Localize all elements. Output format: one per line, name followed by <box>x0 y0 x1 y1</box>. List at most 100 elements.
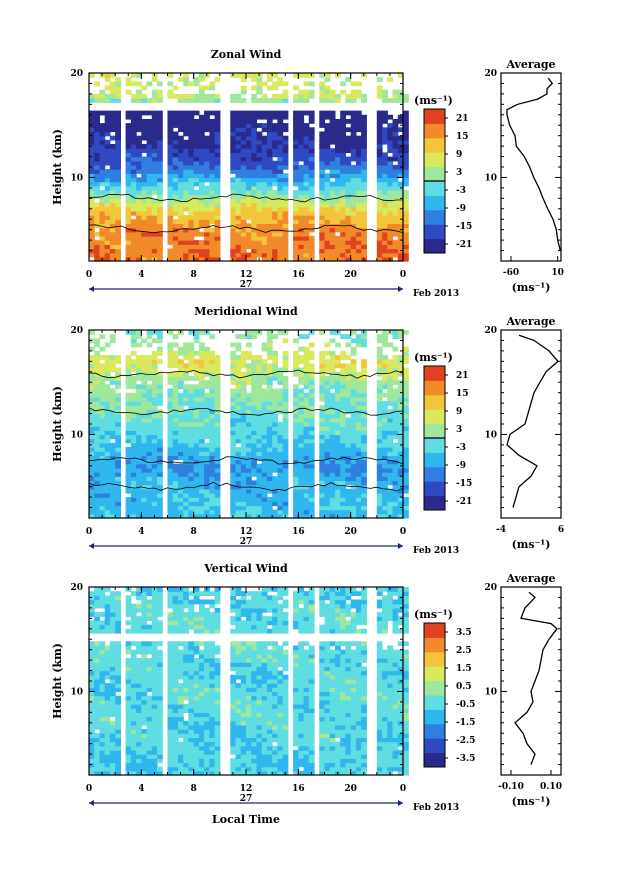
heatmap-cell <box>235 252 242 258</box>
heatmap-cell <box>397 156 404 162</box>
heatmap-cell <box>146 674 153 680</box>
heatmap-cell <box>387 384 394 390</box>
heatmap-cell <box>298 173 305 179</box>
heatmap-cell <box>293 459 299 465</box>
heatmap-cell <box>115 240 121 245</box>
heatmap-cell <box>130 98 137 103</box>
colorbar-tick-label: 15 <box>456 389 469 399</box>
heatmap-cell <box>115 85 121 91</box>
heatmap-cell <box>319 219 326 224</box>
heatmap-cell <box>198 148 205 153</box>
heatmap-cell <box>324 392 331 398</box>
heatmap-cell <box>251 501 257 507</box>
heatmap-cell <box>204 152 210 158</box>
heatmap-cell <box>303 73 310 78</box>
heatmap-cell <box>335 98 341 103</box>
heatmap-cell <box>256 244 263 250</box>
heatmap-cell <box>272 363 278 369</box>
heatmap-cell <box>109 737 116 743</box>
heatmap-cell <box>214 463 221 469</box>
heatmap-cell <box>397 497 404 502</box>
heatmap-cell <box>382 434 388 440</box>
heatmap-cell <box>209 93 216 99</box>
heatmap-cell <box>115 359 121 364</box>
heatmap-cell <box>235 202 242 208</box>
heatmap-cell <box>193 467 200 473</box>
heatmap-cell <box>94 152 100 158</box>
heatmap-cell <box>246 169 252 174</box>
heatmap-cell <box>99 215 106 220</box>
heatmap-cell <box>167 164 174 170</box>
heatmap-cell <box>340 438 346 444</box>
heatmap-cell <box>89 607 95 613</box>
heatmap-cell <box>303 480 310 486</box>
heatmap-cell <box>204 206 210 212</box>
heatmap-cell <box>382 202 388 208</box>
heatmap-cell <box>209 334 216 339</box>
heatmap-cell <box>125 438 132 444</box>
heatmap-cell <box>303 231 310 237</box>
heatmap-cell <box>355 371 362 377</box>
heatmap-cell <box>157 388 163 394</box>
heatmap-cell <box>130 194 137 199</box>
heatmap-cell <box>345 173 352 179</box>
heatmap-cell <box>261 371 268 377</box>
heatmap-cell <box>376 181 383 187</box>
heatmap-cell <box>293 367 299 373</box>
heatmap-cell <box>261 181 268 187</box>
heatmap-cell <box>282 89 289 95</box>
heatmap-cell <box>151 131 158 137</box>
heatmap-cell <box>204 227 210 233</box>
heatmap-cell <box>308 164 315 170</box>
heatmap-cell <box>350 501 357 507</box>
colorbar-band <box>424 209 445 225</box>
heatmap-cell <box>319 426 326 431</box>
heatmap-cell <box>361 156 367 162</box>
heatmap-cell <box>350 434 357 440</box>
heatmap-cell <box>240 447 247 452</box>
heatmap-cell <box>204 173 210 179</box>
heatmap-cell <box>198 409 205 415</box>
heatmap-cell <box>89 330 95 335</box>
heatmap-cell <box>193 405 200 410</box>
heatmap-cell <box>99 169 106 174</box>
heatmap-cell <box>376 405 383 410</box>
heatmap-cell <box>397 119 404 124</box>
heatmap-cell <box>266 202 273 208</box>
heatmap-cell <box>361 139 367 145</box>
heatmap-cell <box>355 396 362 402</box>
heatmap-cell <box>115 653 121 659</box>
heatmap-cell <box>230 488 237 494</box>
heatmap-cell <box>178 363 184 369</box>
heatmap-cell <box>115 505 121 511</box>
heatmap-cell <box>397 367 404 373</box>
heatmap-cell <box>293 139 299 145</box>
contour-line <box>88 481 404 492</box>
heatmap-cell <box>282 401 289 406</box>
heatmap-cell <box>130 678 137 684</box>
heatmap-cell <box>329 219 336 224</box>
heatmap-cell <box>340 380 346 385</box>
heatmap-cell <box>94 244 100 250</box>
heatmap-cell <box>272 190 278 195</box>
heatmap-cell <box>361 384 367 390</box>
heatmap-cell <box>167 350 174 356</box>
heatmap-cell <box>89 451 95 456</box>
heatmap-cell <box>397 363 404 369</box>
heatmap-cell <box>89 396 95 402</box>
heatmap-cell <box>89 223 95 229</box>
heatmap-cell <box>183 513 189 519</box>
heatmap-cell <box>261 426 268 431</box>
heatmap-cell <box>387 417 394 423</box>
heatmap-cell <box>214 396 221 402</box>
heatmap-cell <box>340 430 346 436</box>
heatmap-cell <box>99 699 106 705</box>
heatmap-cell <box>125 248 132 254</box>
heatmap-cell <box>329 98 336 103</box>
heatmap-cell <box>204 156 210 162</box>
heatmap-cell <box>340 139 346 145</box>
heatmap-cell <box>319 148 326 153</box>
heatmap-cell <box>125 741 132 747</box>
heatmap-cell <box>104 762 111 768</box>
heatmap-cell <box>130 131 137 137</box>
